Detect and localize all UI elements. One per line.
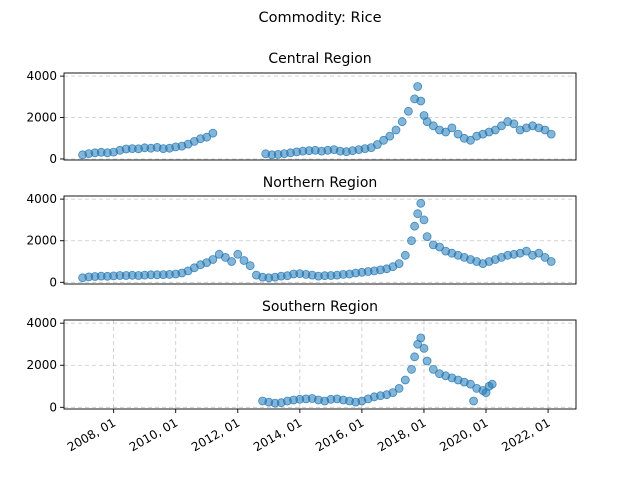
data-point (391, 125, 401, 135)
data-point (245, 261, 255, 271)
data-point (413, 82, 423, 91)
data-point (416, 96, 426, 106)
x-tick-label: 2012, 01 (189, 415, 242, 454)
axes-frame (63, 195, 577, 285)
x-tick-label: 2014, 01 (251, 415, 304, 454)
data-point (400, 375, 410, 385)
x-tick-label: 2008, 01 (65, 415, 118, 454)
data-point (416, 198, 426, 208)
data-point (379, 135, 389, 145)
data-point (388, 388, 398, 398)
x-tick-label: 2020, 01 (437, 415, 490, 454)
x-tick-label: 2016, 01 (313, 415, 366, 454)
panel-title: Southern Region (262, 299, 378, 315)
data-point (385, 131, 395, 141)
data-point (509, 119, 519, 129)
panel-title: Northern Region (263, 175, 378, 191)
data-point (202, 132, 212, 142)
data-point (422, 356, 432, 366)
data-point (416, 333, 426, 343)
data-point (233, 249, 243, 259)
y-tick-label: 0 (49, 400, 57, 414)
data-point (490, 125, 500, 135)
data-point (397, 117, 407, 127)
data-point (435, 242, 444, 252)
data-point (394, 383, 404, 393)
data-point (428, 364, 438, 374)
panel-northern-region: Northern Region 0 2000 4000 (26, 175, 577, 289)
y-tick-label: 0 (49, 275, 57, 289)
data-point (208, 255, 218, 264)
data-point (540, 125, 550, 135)
data-point (522, 246, 531, 256)
panel-title: Central Region (268, 51, 371, 67)
y-tick-label: 4000 (26, 69, 57, 83)
data-point (422, 117, 432, 127)
axes-frame (63, 72, 577, 161)
data-point (407, 364, 416, 374)
figure-title: Commodity: Rice (258, 10, 381, 26)
data-point (410, 352, 420, 362)
data-point (453, 129, 463, 139)
data-point (469, 396, 479, 406)
data-point (447, 123, 457, 133)
data-point (422, 232, 432, 242)
data-point (413, 209, 423, 219)
y-tick-label: 4000 (26, 316, 57, 330)
y-tick-label: 0 (49, 152, 57, 166)
data-point (372, 140, 382, 149)
data-point (407, 236, 416, 246)
x-tick-label: 2018, 01 (375, 415, 428, 454)
y-tick-label: 2000 (26, 358, 57, 372)
data-point (466, 135, 475, 145)
axes-frame (63, 319, 577, 410)
x-tick-label: 2022, 01 (499, 415, 552, 454)
data-point (534, 248, 544, 258)
data-point (546, 129, 556, 139)
data-point (410, 221, 420, 231)
data-point (208, 128, 218, 138)
panel-southern-region: Southern Region 0 2000 4000 (26, 299, 577, 414)
data-point (487, 379, 497, 389)
data-point (546, 257, 556, 266)
x-tick-label: 2010, 01 (127, 415, 180, 454)
y-tick-label: 2000 (26, 234, 57, 248)
y-tick-label: 4000 (26, 192, 57, 206)
x-axis: 2008, 01 2010, 01 2012, 01 2014, 01 2016, 01… (65, 415, 553, 454)
data-point (419, 343, 429, 353)
data-point (220, 252, 230, 262)
data-point (466, 379, 475, 389)
data-point (403, 106, 413, 116)
data-point (400, 250, 410, 260)
data-point (419, 215, 429, 225)
data-point (497, 121, 506, 131)
data-point (227, 257, 237, 266)
data-point (441, 127, 451, 137)
y-tick-label: 2000 (26, 111, 57, 125)
data-point (394, 259, 404, 269)
panel-central-region: Central Region 0 2000 4000 (26, 51, 577, 166)
data-point (239, 256, 249, 265)
data-point (540, 252, 550, 262)
data-point (428, 121, 438, 131)
